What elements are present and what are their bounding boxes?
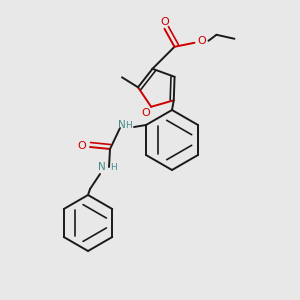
Text: O: O (78, 141, 86, 151)
Text: H: H (110, 163, 116, 172)
Text: N: N (98, 162, 106, 172)
Text: N: N (118, 120, 126, 130)
Text: O: O (160, 17, 169, 27)
Text: O: O (197, 36, 206, 46)
Text: O: O (142, 108, 151, 118)
Text: H: H (124, 121, 131, 130)
